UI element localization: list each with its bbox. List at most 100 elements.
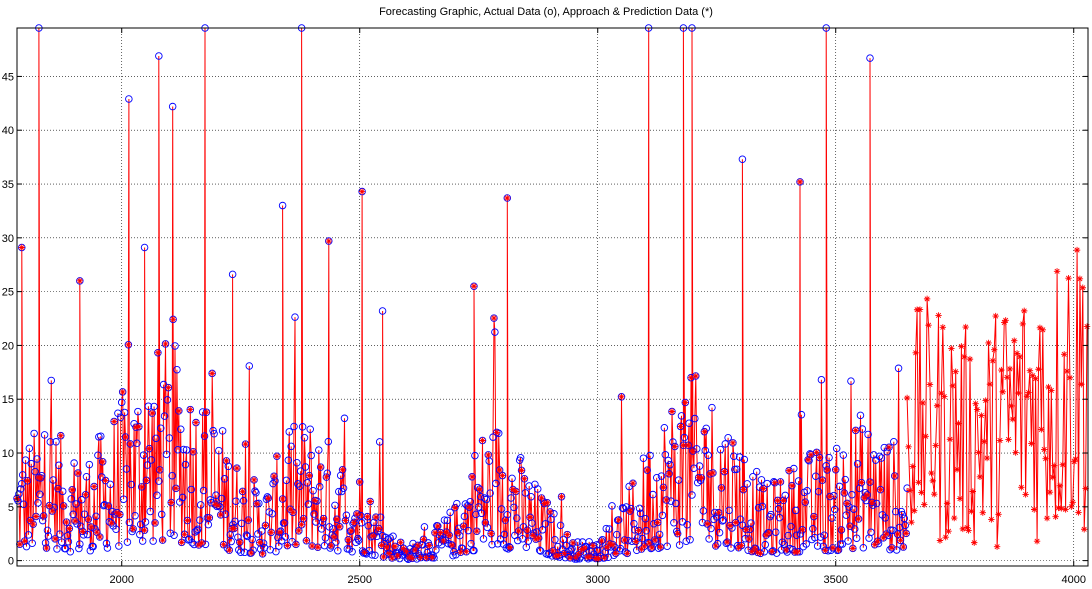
actual-data-point bbox=[396, 538, 405, 547]
actual-data-point bbox=[80, 510, 89, 518]
approach-data-point bbox=[874, 538, 881, 545]
approach-data-point bbox=[479, 437, 486, 444]
prediction-data-point bbox=[1059, 461, 1066, 468]
approach-data-point bbox=[813, 449, 820, 456]
actual-data-point bbox=[257, 527, 266, 535]
actual-data-point bbox=[760, 548, 769, 556]
actual-data-point bbox=[148, 409, 156, 417]
approach-data-point bbox=[900, 543, 907, 551]
actual-data-point bbox=[893, 530, 902, 538]
actual-data-point bbox=[476, 492, 485, 501]
approach-data-point bbox=[902, 530, 910, 537]
prediction-data-point bbox=[963, 524, 971, 531]
actual-data-point bbox=[69, 510, 77, 519]
actual-data-point bbox=[708, 403, 716, 412]
approach-data-point bbox=[777, 478, 784, 486]
actual-data-point bbox=[466, 497, 474, 506]
prediction-data-point bbox=[1022, 491, 1029, 498]
approach-data-point bbox=[493, 429, 501, 436]
prediction-data-point bbox=[921, 501, 928, 508]
approach-data-point bbox=[768, 548, 776, 555]
x-tick-label: 4000 bbox=[1061, 574, 1085, 586]
approach-data-point bbox=[482, 519, 489, 527]
approach-data-point bbox=[366, 498, 374, 505]
y-tick-label: 5 bbox=[8, 502, 14, 514]
prediction-data-point bbox=[1015, 389, 1022, 397]
approach-data-point bbox=[295, 527, 302, 535]
actual-data-point bbox=[452, 551, 460, 559]
actual-data-point bbox=[49, 476, 57, 484]
approach-data-point bbox=[125, 341, 132, 348]
actual-data-point bbox=[811, 533, 819, 542]
approach-data-point bbox=[88, 523, 95, 531]
actual-data-point bbox=[131, 511, 139, 520]
actual-data-point bbox=[324, 437, 333, 446]
actual-data-point bbox=[315, 446, 323, 454]
actual-data-point bbox=[364, 522, 373, 530]
actual-data-point bbox=[819, 542, 828, 551]
prediction-data-point bbox=[1068, 503, 1075, 510]
actual-data-point bbox=[492, 479, 500, 488]
actual-data-point bbox=[290, 422, 298, 431]
actual-data-point bbox=[51, 535, 59, 543]
actual-data-point bbox=[840, 489, 849, 497]
prediction-data-point bbox=[1009, 415, 1016, 423]
approach-data-point bbox=[43, 544, 50, 552]
approach-data-point bbox=[645, 539, 653, 547]
approach-data-point bbox=[726, 522, 734, 529]
prediction-data-point bbox=[956, 495, 964, 502]
actual-data-point bbox=[42, 544, 51, 552]
actual-data-point bbox=[15, 490, 23, 498]
actual-data-point bbox=[63, 532, 72, 540]
approach-data-point bbox=[69, 486, 76, 493]
approach-data-point bbox=[648, 544, 656, 552]
actual-data-point bbox=[803, 486, 811, 495]
actual-data-point bbox=[354, 534, 362, 543]
prediction-data-point bbox=[985, 339, 992, 347]
actual-data-point bbox=[440, 516, 449, 524]
actual-data-point bbox=[331, 501, 339, 510]
approach-data-point bbox=[575, 551, 582, 558]
actual-data-point bbox=[361, 549, 370, 557]
actual-data-point bbox=[368, 551, 376, 559]
approach-data-point bbox=[644, 466, 651, 474]
actual-data-point bbox=[735, 453, 744, 461]
approach-data-point bbox=[276, 528, 283, 536]
approach-data-point bbox=[745, 535, 753, 543]
actual-data-point bbox=[861, 489, 869, 497]
actual-data-point bbox=[316, 463, 325, 471]
approach-data-point bbox=[654, 519, 661, 526]
prediction-data-point bbox=[1083, 323, 1091, 330]
approach-data-point bbox=[93, 529, 101, 536]
approach-data-point bbox=[468, 473, 476, 480]
approach-data-point bbox=[408, 555, 416, 562]
prediction-data-point bbox=[939, 324, 947, 331]
actual-data-point bbox=[771, 528, 780, 536]
actual-data-point bbox=[193, 526, 201, 535]
actual-data-point bbox=[728, 524, 736, 532]
prediction-data-point bbox=[912, 349, 919, 357]
actual-data-point bbox=[168, 471, 176, 480]
actual-data-point bbox=[585, 538, 593, 546]
actual-data-point bbox=[668, 407, 676, 416]
prediction-data-point bbox=[971, 539, 978, 546]
approach-data-point bbox=[826, 493, 834, 500]
actual-data-point bbox=[425, 541, 433, 550]
approach-data-point bbox=[586, 553, 594, 560]
approach-data-point bbox=[292, 541, 300, 548]
actual-data-point bbox=[508, 474, 516, 483]
actual-data-point bbox=[858, 425, 867, 433]
prediction-data-point bbox=[923, 295, 931, 303]
prediction-data-point bbox=[1043, 514, 1051, 522]
approach-data-point bbox=[601, 554, 608, 562]
prediction-data-point bbox=[948, 345, 955, 352]
actual-data-point bbox=[280, 519, 289, 527]
approach-data-point bbox=[855, 515, 862, 523]
approach-data-point bbox=[230, 525, 238, 532]
actual-data-point bbox=[680, 433, 689, 442]
actual-data-point bbox=[173, 365, 181, 374]
actual-data-point bbox=[727, 544, 735, 552]
actual-data-point bbox=[157, 510, 166, 519]
actual-data-point bbox=[818, 476, 827, 484]
actual-data-point bbox=[64, 537, 73, 546]
